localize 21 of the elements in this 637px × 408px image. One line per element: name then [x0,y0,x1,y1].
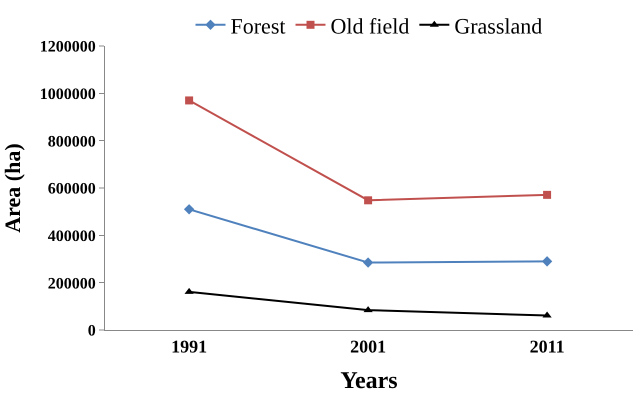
point [543,190,552,199]
legend-label: Forest [230,13,286,38]
y-tick-label: 0 [88,322,96,340]
point [362,257,374,268]
y-tick-label: 1200000 [40,38,96,56]
point [542,256,552,267]
legend-label: Grassland [454,13,542,38]
point [185,96,194,104]
x-tick-label: 1991 [171,336,208,357]
point [184,204,194,214]
y-tick-label: 200000 [48,275,96,292]
y-tick-label: 1000000 [40,86,96,103]
y-tick-label: 600000 [48,180,96,198]
x-tick-label: 2001 [350,336,386,357]
legend-label: Old field [330,13,410,38]
y-tick-label: 800000 [48,133,96,150]
y-tick-label: 400000 [48,228,96,245]
x-tick-label: 2011 [530,336,565,357]
y-axis-title: Area (ha) [0,143,25,233]
x-axis-title: Years [340,368,398,394]
point [364,196,372,204]
